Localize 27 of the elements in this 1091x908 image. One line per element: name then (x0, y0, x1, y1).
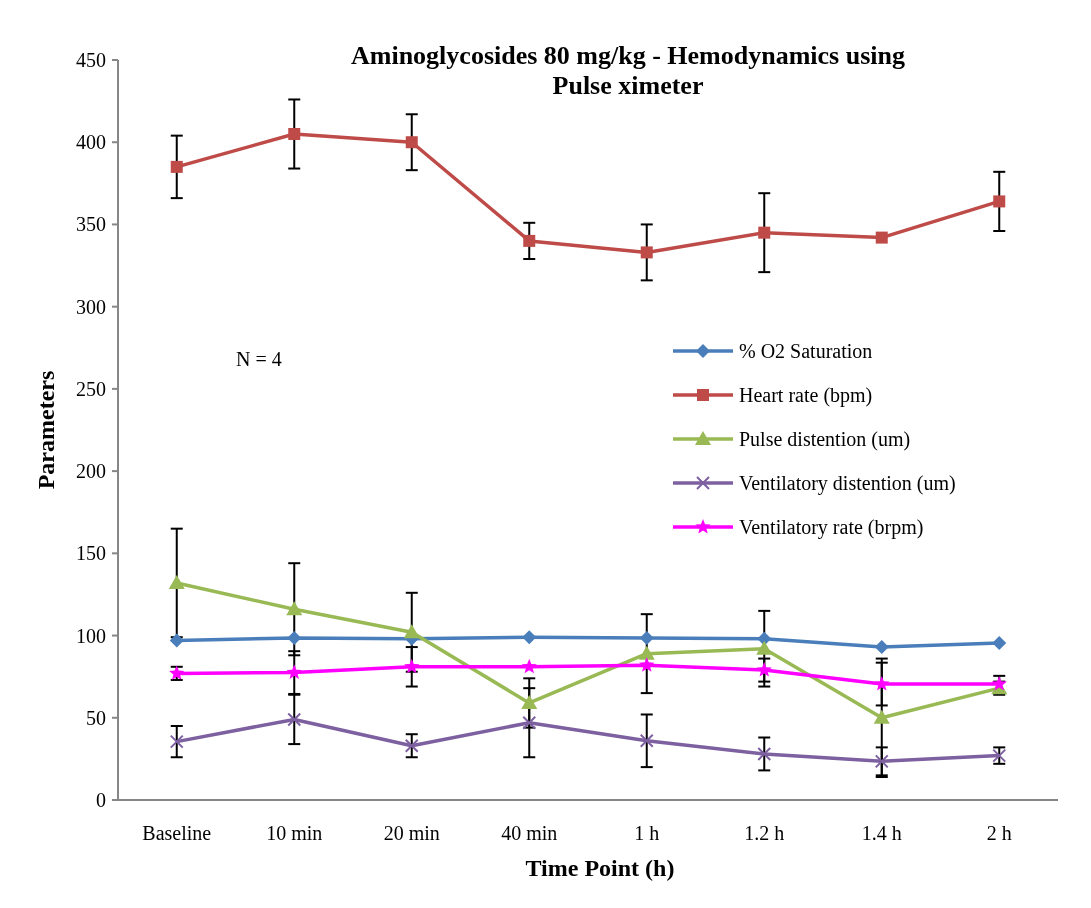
y-tick-label: 200 (76, 460, 106, 483)
x-tick-label: 10 min (266, 822, 323, 844)
y-axis-title: Parameters (33, 370, 59, 490)
legend-label: Ventilatory distention (um) (739, 472, 956, 495)
y-tick-label: 250 (76, 377, 106, 400)
y-tick-label: 150 (76, 542, 106, 565)
y-tick-label: 350 (76, 213, 106, 236)
x-axis-title: Time Point (h) (525, 855, 675, 881)
y-tick-label: 400 (76, 131, 106, 154)
x-tick-label: 1.4 h (861, 822, 902, 844)
x-tick-label: Baseline (142, 822, 212, 844)
x-tick-label: 40 min (501, 822, 558, 844)
x-tick-label: 1.2 h (744, 822, 785, 844)
legend-label: % O2 Saturation (739, 340, 873, 362)
y-tick-label: 300 (76, 295, 106, 318)
y-tick-label: 0 (96, 789, 106, 811)
y-tick-label: 50 (86, 706, 106, 729)
legend-label: Pulse distention (um) (739, 428, 911, 451)
x-tick-label: 20 min (383, 822, 440, 844)
annotation: N = 4 (236, 348, 282, 370)
chart-title: Aminoglycosides 80 mg/kg - Hemodynamics using Pulse ximeter (351, 41, 905, 100)
y-tick-label: 450 (76, 49, 106, 71)
x-tick-label: 2 h (986, 822, 1012, 844)
y-tick-label: 100 (76, 624, 106, 647)
legend-label: Heart rate (bpm) (739, 384, 873, 407)
x-tick-label: 1 h (634, 822, 660, 844)
legend-label: Ventilatory rate (brpm) (739, 516, 924, 539)
